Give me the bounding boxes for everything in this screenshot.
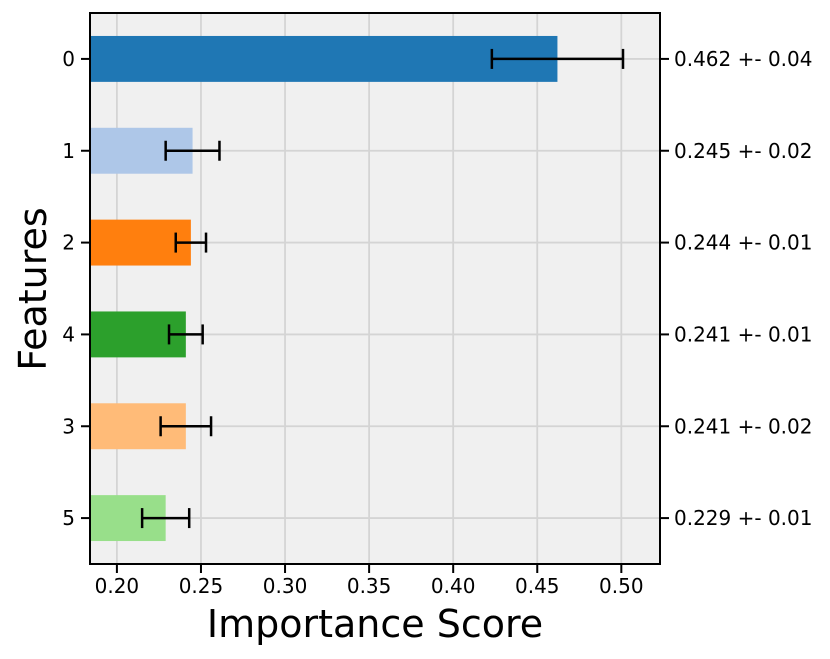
bar-feature-2: [90, 219, 191, 266]
y-tick-label-feature-1: 1: [62, 139, 75, 163]
y-tick-label-feature-5: 5: [62, 506, 75, 530]
x-tick-label-0.45: 0.45: [515, 574, 560, 598]
y-tick-label-feature-2: 2: [62, 231, 75, 255]
x-tick-label-0.30: 0.30: [263, 574, 308, 598]
x-tick-label-0.25: 0.25: [179, 574, 224, 598]
plot-frame: [89, 12, 661, 565]
y-tick-label-feature-4: 4: [62, 322, 75, 346]
x-tick-label-0.40: 0.40: [431, 574, 476, 598]
y-axis-label: Features: [11, 207, 55, 371]
x-tick-label-0.35: 0.35: [347, 574, 392, 598]
plot-area-background: [90, 13, 660, 564]
x-tick-label-0.20: 0.20: [95, 574, 140, 598]
value-annotation-feature-2: 0.244 +- 0.01: [674, 231, 812, 255]
x-tick-label-0.50: 0.50: [599, 574, 644, 598]
value-annotation-feature-0: 0.462 +- 0.04: [674, 47, 812, 71]
value-annotation-feature-1: 0.245 +- 0.02: [674, 139, 812, 163]
y-tick-label-feature-3: 3: [62, 414, 75, 438]
value-annotation-feature-3: 0.241 +- 0.02: [674, 414, 812, 438]
y-tick-label-feature-0: 0: [62, 47, 75, 71]
value-annotation-feature-4: 0.241 +- 0.01: [674, 322, 812, 346]
value-annotation-feature-5: 0.229 +- 0.01: [674, 506, 812, 530]
bar-feature-0: [90, 35, 558, 82]
x-axis-label: Importance Score: [206, 602, 544, 646]
